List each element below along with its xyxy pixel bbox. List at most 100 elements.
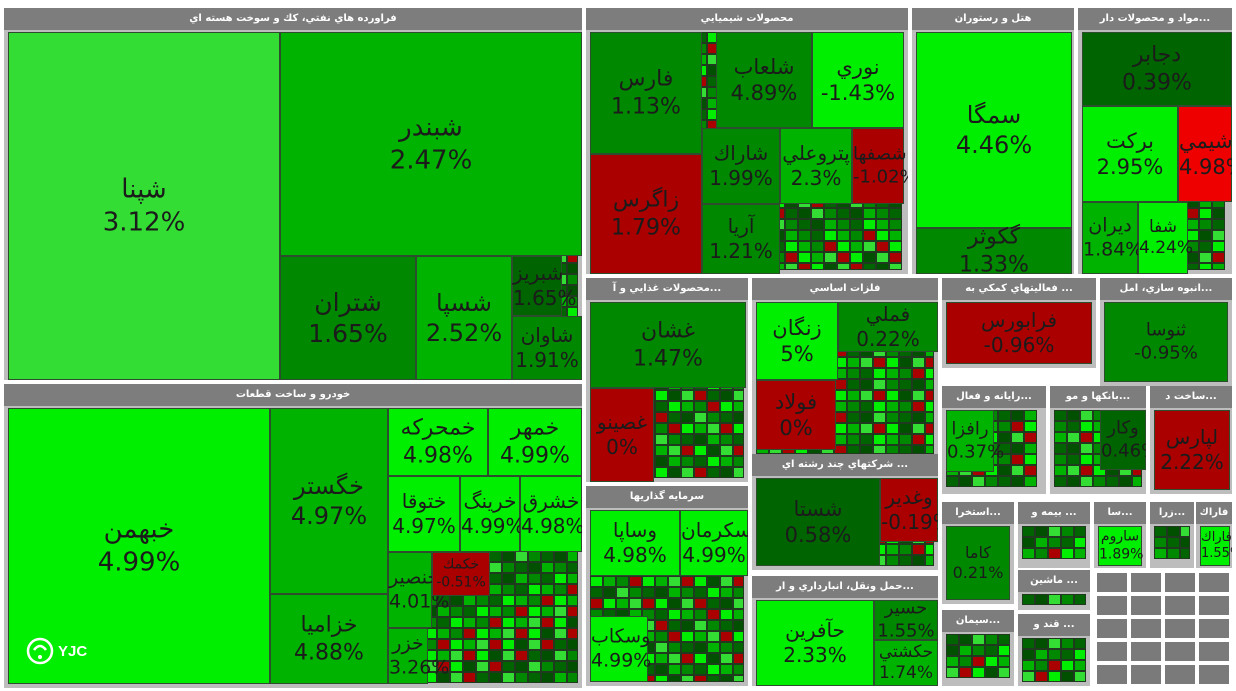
small-stock-tile[interactable] (541, 595, 554, 606)
small-stock-tile[interactable] (1048, 649, 1061, 660)
small-stock-tile[interactable] (528, 562, 541, 573)
small-stock-tile[interactable] (694, 390, 707, 401)
small-stock-tile[interactable] (502, 628, 515, 639)
small-stock-tile[interactable] (850, 241, 863, 252)
small-stock-tile[interactable] (1035, 594, 1048, 605)
small-stock-tile[interactable] (1035, 660, 1048, 671)
small-stock-tile[interactable] (1093, 476, 1106, 487)
small-stock-tile[interactable] (1022, 671, 1035, 682)
small-stock-tile[interactable] (567, 628, 578, 639)
stock-tile[interactable]: خرينگ 4.99% (460, 476, 525, 552)
small-stock-tile[interactable] (707, 598, 720, 609)
small-stock-tile[interactable] (985, 667, 998, 678)
small-stock-tile[interactable] (515, 606, 528, 617)
small-stock-tile[interactable] (899, 412, 912, 423)
small-stock-tile[interactable] (554, 595, 567, 606)
small-stock-tile[interactable] (925, 555, 934, 566)
small-stock-tile[interactable] (681, 598, 694, 609)
small-stock-tile[interactable] (837, 219, 850, 230)
small-stock-tile[interactable] (1106, 476, 1119, 487)
small-stock-tile[interactable] (811, 208, 824, 219)
small-stock-tile[interactable] (541, 551, 554, 562)
stock-tile[interactable]: آريا 1.21% (702, 204, 780, 274)
small-stock-tile[interactable] (733, 598, 744, 609)
small-stock-tile[interactable] (502, 617, 515, 628)
small-stock-tile[interactable] (668, 412, 681, 423)
small-stock-tile[interactable] (1022, 660, 1035, 671)
stock-tile[interactable]: خنصير 4.01% (388, 552, 449, 628)
small-stock-tile[interactable] (811, 252, 824, 263)
small-stock-tile[interactable] (694, 642, 707, 653)
small-stock-tile[interactable] (528, 661, 541, 672)
small-stock-tile[interactable] (720, 587, 733, 598)
small-stock-tile[interactable] (655, 587, 668, 598)
small-stock-tile[interactable] (1011, 432, 1024, 443)
small-stock-tile[interactable] (811, 241, 824, 252)
small-stock-tile[interactable] (946, 634, 959, 645)
sector-21[interactable]: سيمان... (942, 610, 1014, 686)
small-stock-tile[interactable] (707, 620, 720, 631)
sector-15[interactable]: استخرا... كاما 0.21% (942, 502, 1014, 604)
small-stock-tile[interactable] (668, 598, 681, 609)
small-stock-tile[interactable] (1035, 671, 1048, 682)
small-stock-tile[interactable] (1067, 432, 1080, 443)
small-stock-tile[interactable] (707, 445, 720, 456)
stock-tile[interactable]: ساروم 1.89% (1098, 526, 1143, 566)
small-stock-tile[interactable] (873, 445, 886, 454)
stock-tile[interactable]: شپنا 3.12% (8, 32, 280, 380)
small-stock-tile[interactable] (1035, 548, 1048, 559)
small-stock-tile[interactable] (972, 645, 985, 656)
small-stock-tile[interactable] (554, 650, 567, 661)
small-stock-tile[interactable] (642, 587, 655, 598)
small-stock-tile[interactable] (489, 628, 502, 639)
small-stock-tile[interactable] (925, 544, 934, 555)
small-stock-tile[interactable] (450, 661, 463, 672)
small-stock-tile[interactable] (1154, 526, 1167, 537)
stock-tile[interactable]: بركت 2.95% (1082, 106, 1178, 202)
small-stock-tile[interactable] (489, 672, 502, 683)
small-stock-tile[interactable] (886, 544, 899, 555)
small-stock-tile[interactable] (998, 454, 1011, 465)
small-stock-tile[interactable] (1074, 548, 1086, 559)
stock-tile[interactable]: فرابورس -0.96% (946, 302, 1092, 364)
small-stock-tile[interactable] (681, 434, 694, 445)
small-stock-tile[interactable] (899, 390, 912, 401)
small-stock-tile[interactable] (863, 263, 876, 270)
small-stock-tile[interactable] (1048, 548, 1061, 559)
small-stock-tile[interactable] (860, 390, 873, 401)
stock-tile[interactable]: حكشتي 1.74% (874, 640, 938, 686)
small-stock-tile[interactable] (655, 445, 668, 456)
small-stock-tile[interactable] (694, 620, 707, 631)
small-stock-tile[interactable] (886, 555, 899, 566)
small-stock-tile[interactable] (1054, 454, 1067, 465)
small-stock-tile[interactable] (860, 368, 873, 379)
small-stock-tile[interactable] (1011, 410, 1024, 421)
stock-tile[interactable]: وساپا 4.98% (590, 510, 680, 576)
small-stock-tile[interactable] (912, 401, 925, 412)
small-stock-tile[interactable] (694, 631, 707, 642)
small-stock-tile[interactable] (567, 617, 578, 628)
small-stock-tile[interactable] (1011, 443, 1024, 454)
small-stock-tile[interactable] (850, 230, 863, 241)
small-stock-tile[interactable] (681, 576, 694, 587)
small-stock-tile[interactable] (554, 551, 567, 562)
small-stock-tile[interactable] (463, 661, 476, 672)
stock-tile[interactable]: وسكاب 4.99% (590, 616, 651, 682)
small-stock-tile[interactable] (720, 642, 733, 653)
small-stock-tile[interactable] (502, 661, 515, 672)
small-stock-tile[interactable] (554, 617, 567, 628)
stock-tile[interactable]: ديران 1.84% (1082, 202, 1143, 274)
small-stock-tile[interactable] (985, 476, 998, 487)
sector-4[interactable]: مواد و محصولات دار... دجابر 0.39% بركت 2.95%… (1078, 8, 1232, 274)
small-stock-tile[interactable] (463, 628, 476, 639)
small-stock-tile[interactable] (985, 634, 998, 645)
small-stock-tile[interactable] (925, 412, 934, 423)
small-stock-tile[interactable] (694, 445, 707, 456)
small-stock-tile[interactable] (899, 357, 912, 368)
small-stock-tile[interactable] (899, 368, 912, 379)
stock-tile[interactable]: رافزا 0.37% (946, 410, 1004, 472)
small-stock-tile[interactable] (681, 653, 694, 664)
small-stock-tile[interactable] (1048, 638, 1061, 649)
small-stock-tile[interactable] (681, 412, 694, 423)
small-stock-tile[interactable] (554, 562, 567, 573)
